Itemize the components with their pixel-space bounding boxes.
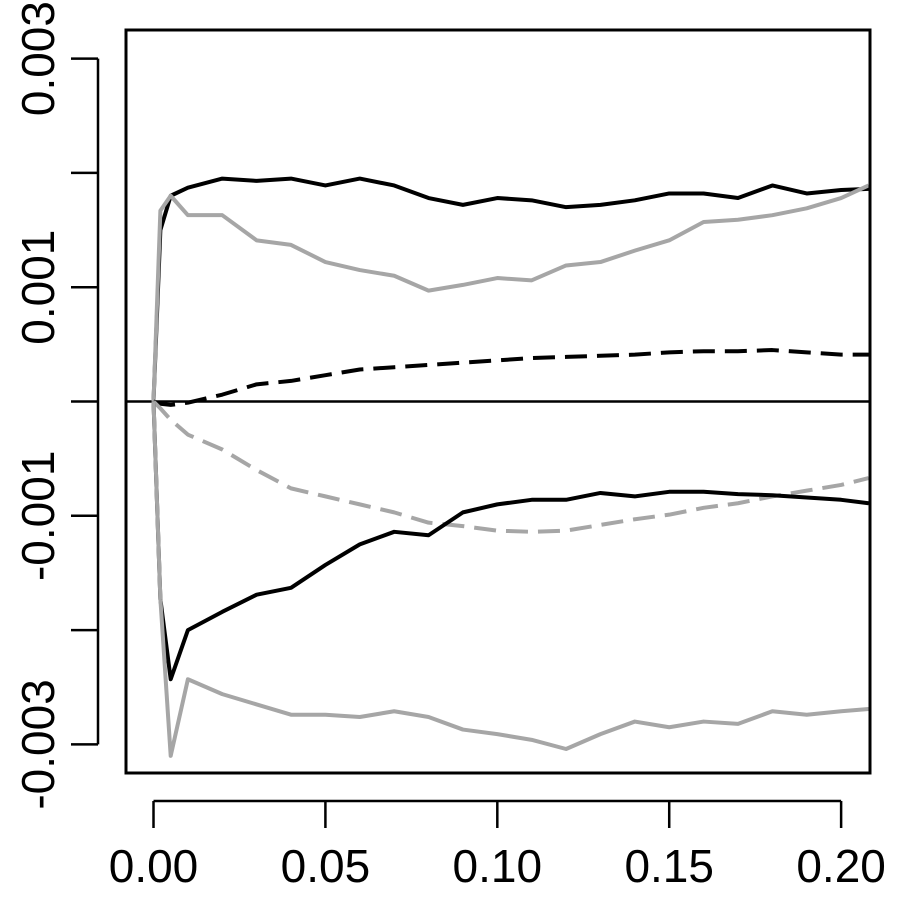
series-line <box>152 348 869 407</box>
y-tick-label: 0.003 <box>12 1 64 116</box>
series-line <box>151 183 870 402</box>
x-tick-label: 0.05 <box>281 840 371 892</box>
x-tick-label: 0.20 <box>796 840 886 892</box>
plot-frame <box>124 28 872 775</box>
x-tick-label: 0.15 <box>624 840 714 892</box>
y-tick-label: -0.001 <box>12 451 64 581</box>
y-tick-label: -0.003 <box>12 679 64 809</box>
y-tick-label: 0.001 <box>12 230 64 345</box>
x-tick-label: 0.00 <box>109 840 199 892</box>
series-line <box>151 401 869 682</box>
series-line <box>152 400 870 534</box>
x-tick-label: 0.10 <box>453 840 543 892</box>
series-line <box>151 401 869 758</box>
series-line <box>151 176 869 402</box>
